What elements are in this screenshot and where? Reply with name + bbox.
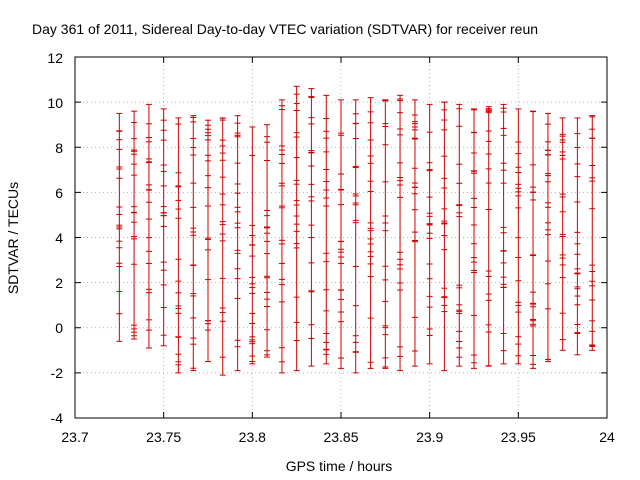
y-tick-label: 10 [47, 95, 63, 111]
error-bar-sample [589, 115, 596, 351]
x-tick-label: 23.8 [239, 429, 266, 445]
error-bar-sample [500, 103, 507, 365]
error-bar-sample [530, 110, 537, 369]
error-bar-sample [116, 112, 123, 342]
error-bar-sample [544, 112, 551, 363]
x-tick-label: 24 [599, 429, 615, 445]
x-tick-label: 23.9 [416, 429, 443, 445]
y-tick-label: 2 [55, 275, 63, 291]
y-tick-label: -4 [51, 410, 64, 426]
x-tick-labels: 23.7 23.75 23.8 23.85 23.9 23.95 24 [61, 429, 615, 445]
error-bar-sample [190, 115, 197, 372]
error-bar-sample [397, 94, 404, 372]
error-bar-sample [471, 108, 477, 369]
error-bar-sample [205, 119, 211, 363]
error-bar-sample [456, 103, 463, 367]
error-bar-sample [249, 126, 256, 365]
y-tick-label: 8 [55, 140, 63, 156]
y-tick-labels: -4 -2 0 2 4 6 8 10 12 [47, 50, 63, 426]
y-tick-label: 4 [55, 230, 63, 246]
error-bar-sample [515, 108, 522, 365]
error-bar-sample [234, 115, 241, 372]
x-tick-label: 23.75 [146, 429, 181, 445]
x-tick-label: 23.85 [323, 429, 358, 445]
x-axis-label: GPS time / hours [286, 458, 393, 474]
error-bar-sample [323, 94, 330, 365]
error-bar-sample [411, 99, 418, 367]
axis-ticks [74, 56, 608, 419]
y-tick-label: -2 [51, 365, 64, 381]
error-bar-sample [219, 117, 226, 376]
error-bar-sample [308, 88, 315, 367]
error-bar-sample [264, 124, 271, 358]
error-bar-sample [145, 103, 152, 349]
error-bar-sample [574, 117, 581, 356]
error-bar-sample [382, 99, 389, 369]
x-tick-label: 23.95 [501, 429, 536, 445]
chart-title: Day 361 of 2011, Sidereal Day-to-day VTE… [32, 21, 538, 37]
y-axis-label: SDTVAR / TECUs [5, 182, 21, 294]
error-bar-sample [338, 99, 344, 369]
error-bar-sample [160, 108, 167, 347]
error-bar-sample [352, 99, 359, 374]
error-bar-sample [485, 106, 492, 367]
error-bar-sample [175, 117, 182, 374]
y-tick-label: 0 [55, 320, 63, 336]
error-bar-sample [278, 99, 285, 374]
error-bar-sample [426, 103, 433, 365]
error-bar-sample [131, 110, 138, 340]
error-bars [116, 85, 596, 376]
error-bar-sample [441, 101, 448, 372]
y-tick-label: 6 [55, 185, 63, 201]
x-tick-label: 23.7 [61, 429, 88, 445]
error-bar-sample [367, 97, 374, 369]
error-bar-sample [559, 117, 566, 351]
y-tick-label: 12 [47, 50, 63, 66]
error-bar-sample [293, 85, 300, 372]
